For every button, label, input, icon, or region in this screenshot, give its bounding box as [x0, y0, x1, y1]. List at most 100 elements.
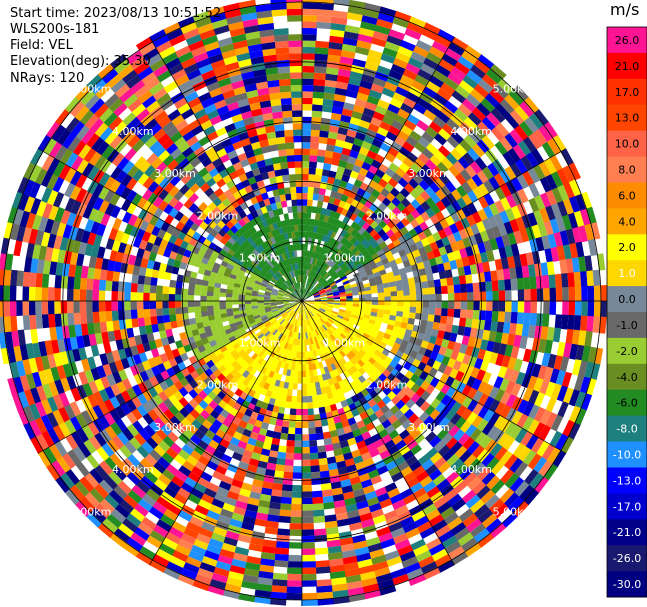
radar-bin [316, 275, 323, 282]
radar-bin [152, 553, 170, 568]
radar-bin [374, 245, 383, 253]
radar-bin [332, 368, 340, 377]
radar-bin [52, 160, 66, 177]
radar-bin [376, 579, 395, 590]
radar-bin [59, 350, 69, 366]
radar-bin [130, 345, 139, 356]
radar-bin [280, 319, 286, 326]
radar-bin [408, 413, 419, 425]
radar-bin [358, 307, 366, 312]
radar-bin [337, 186, 346, 195]
radar-bin [326, 533, 340, 542]
radar-bin [568, 162, 581, 181]
radar-bin [291, 304, 297, 309]
radar-bin [13, 345, 23, 362]
radar-bin [45, 463, 61, 481]
radar-bin [472, 107, 487, 122]
radar-bin [190, 544, 207, 557]
radar-bin [301, 383, 307, 390]
radar-bin [226, 442, 238, 452]
radar-bin [40, 398, 53, 415]
radar-bin [353, 215, 362, 224]
radar-bin [406, 151, 419, 163]
radar-bin [256, 577, 273, 586]
radar-bin [271, 437, 281, 446]
radar-bin [321, 324, 328, 331]
radar-bin [460, 217, 471, 230]
radar-bin [329, 564, 345, 573]
radar-bin [443, 226, 454, 237]
radar-bin [499, 450, 513, 466]
radar-bin [124, 309, 132, 320]
radar-bin [302, 288, 304, 295]
radar-bin [413, 102, 428, 115]
radar-bin [189, 408, 200, 420]
radar-bin [343, 497, 357, 507]
radar-bin [352, 295, 360, 299]
radar-bin [316, 320, 322, 327]
radar-bin [265, 323, 273, 329]
radar-bin [65, 116, 81, 133]
radar-bin [357, 375, 366, 384]
radar-bin [214, 560, 232, 572]
radar-bin [511, 301, 518, 313]
radar-bin [205, 509, 220, 521]
radar-bin [309, 148, 319, 156]
radar-bin [58, 421, 71, 438]
radar-bin [439, 373, 450, 384]
radar-bin [283, 294, 291, 298]
radar-bin [313, 304, 321, 308]
radar-bin [357, 125, 369, 136]
radar-bin [308, 263, 312, 271]
radar-bin [80, 265, 89, 279]
radar-bin [462, 354, 472, 366]
radar-bin [336, 166, 346, 175]
radar-bin [448, 164, 461, 178]
radar-bin [246, 236, 255, 245]
radar-bin [263, 233, 271, 241]
radar-bin [309, 350, 314, 358]
radar-bin [469, 499, 485, 514]
radar-bin [201, 450, 213, 461]
radar-bin [92, 404, 104, 419]
radar-bin [358, 119, 371, 130]
radar-bin [242, 321, 250, 327]
radar-bin [499, 404, 512, 420]
radar-bin [302, 296, 307, 301]
radar-bin [429, 377, 440, 388]
radar-bin [440, 82, 456, 96]
radar-bin [467, 255, 477, 266]
radar-bin [313, 292, 320, 296]
radar-bin [186, 521, 202, 534]
radar-bin [321, 169, 331, 177]
radar-bin [445, 437, 458, 450]
radar-bin [251, 324, 258, 330]
radar-bin [79, 277, 88, 290]
radar-bin [247, 254, 255, 261]
radar-bin [176, 168, 188, 180]
radar-bin [324, 311, 331, 316]
radar-bin [578, 330, 587, 347]
radar-bin [287, 316, 292, 323]
radar-bin [414, 74, 430, 87]
radar-bin [162, 566, 181, 580]
radar-bin [74, 480, 90, 497]
radar-bin [270, 489, 283, 497]
radar-bin [126, 471, 141, 486]
radar-bin [13, 239, 23, 257]
radar-bin [281, 348, 287, 356]
radar-bin [111, 152, 125, 167]
radar-bin [228, 170, 239, 180]
radar-bin [275, 346, 282, 354]
radar-bin [272, 275, 279, 281]
radar-bin [358, 339, 366, 346]
radar-bin [168, 404, 180, 416]
radar-bin [17, 407, 30, 426]
radar-bin [279, 309, 286, 314]
radar-bin [422, 86, 438, 99]
radar-bin [283, 302, 290, 304]
radar-bin [499, 391, 511, 406]
radar-bin [370, 554, 387, 566]
radar-bin [75, 187, 88, 203]
radar-bin [317, 327, 323, 335]
